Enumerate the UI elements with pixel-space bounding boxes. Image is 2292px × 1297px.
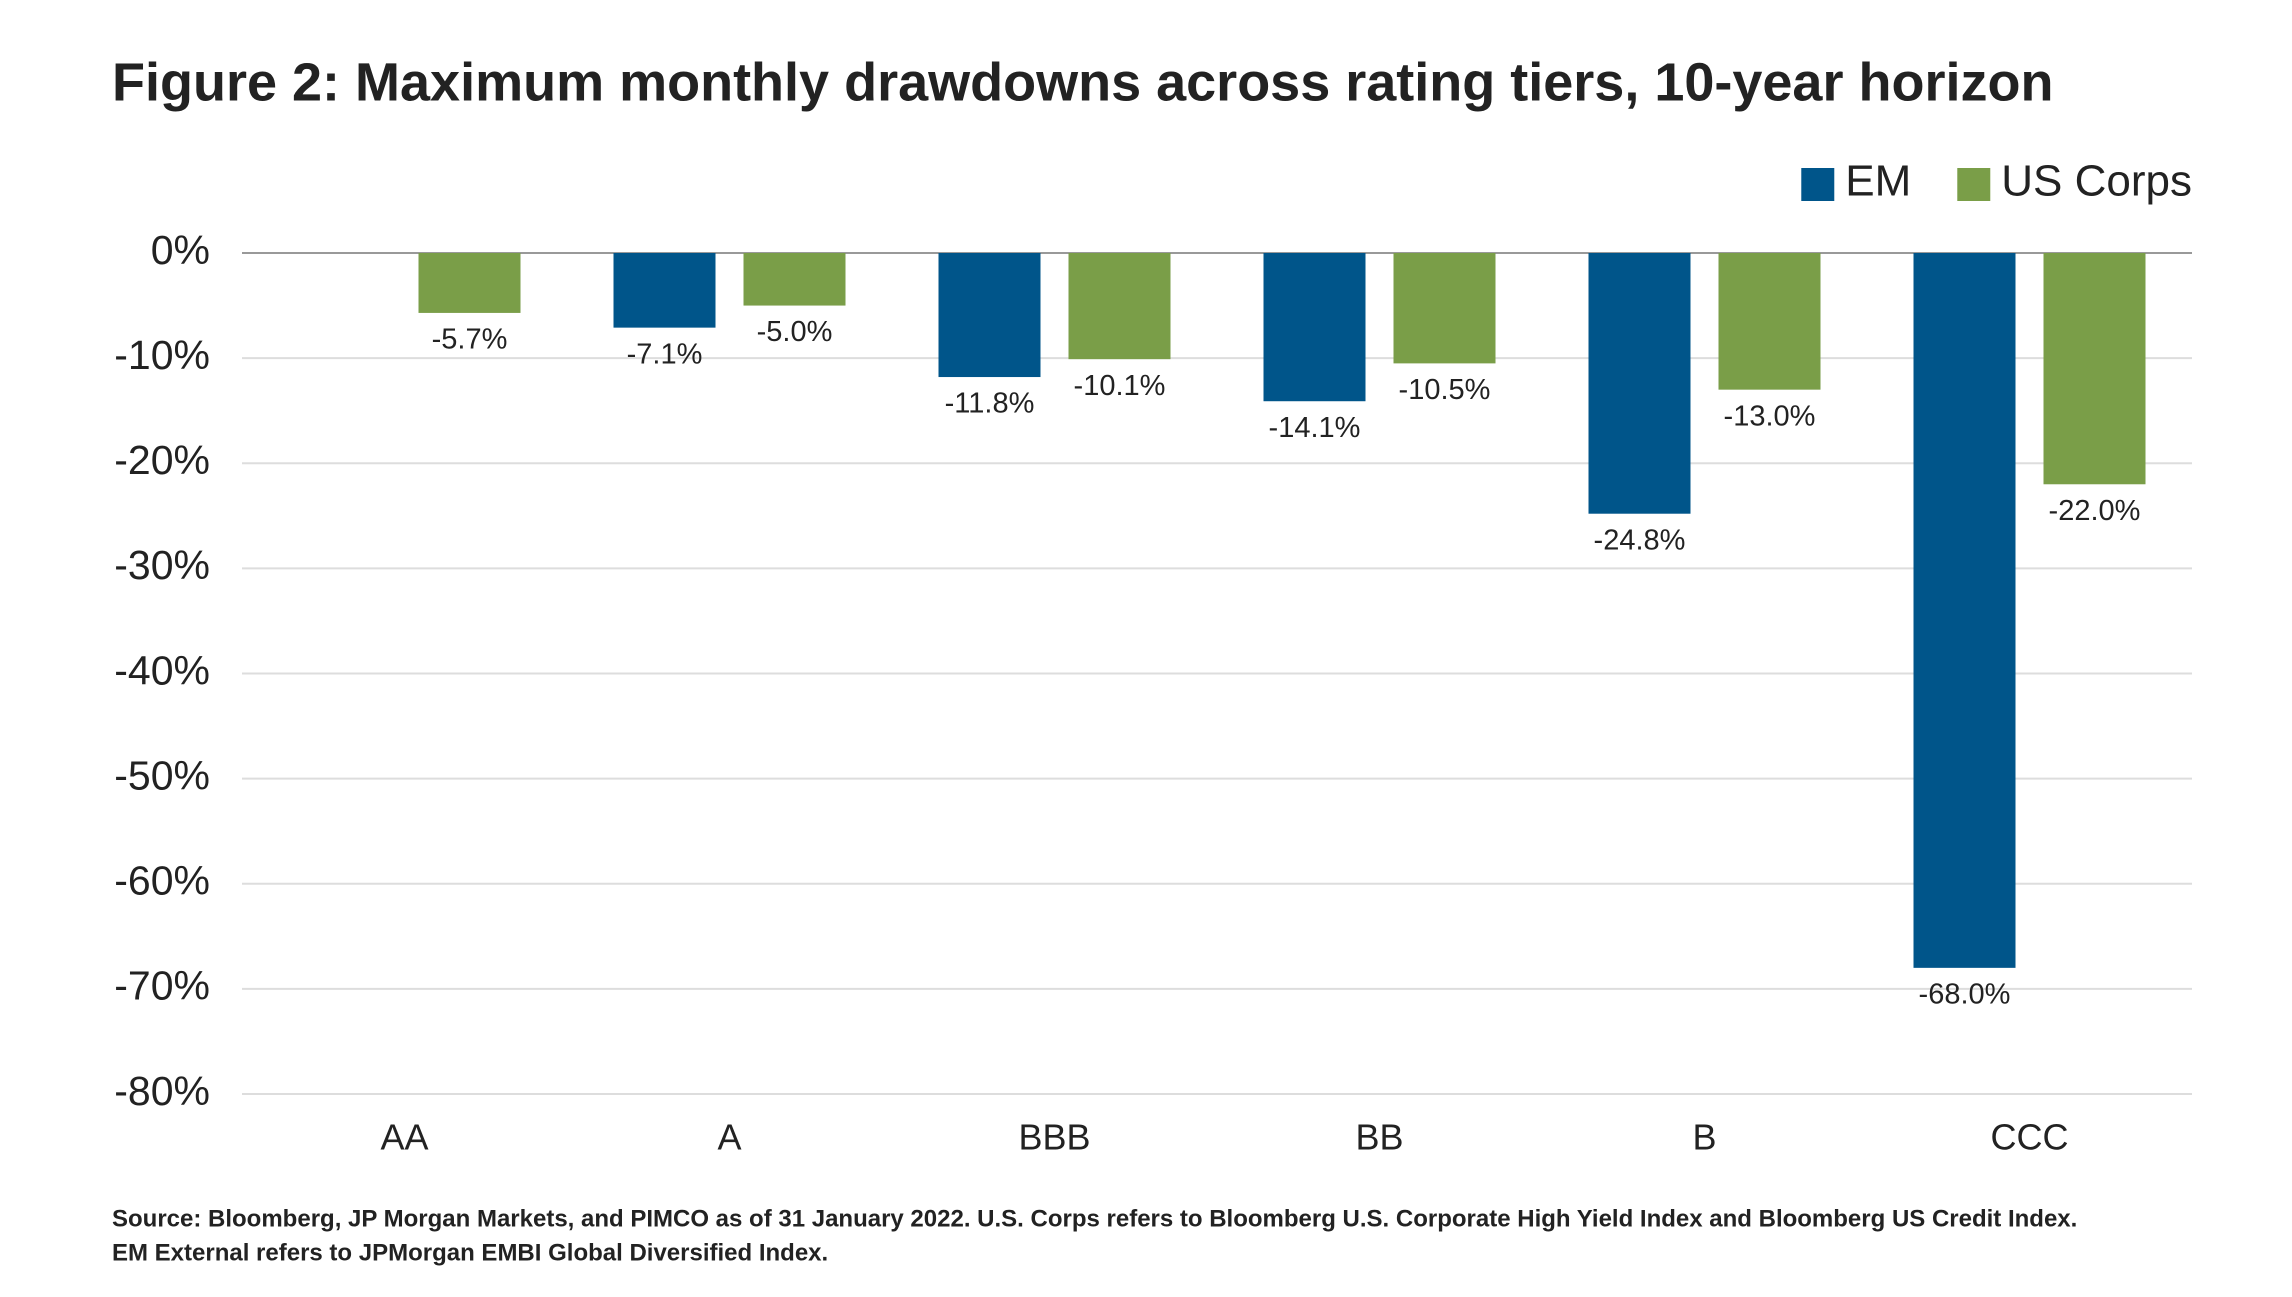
y-tick-label: -20% xyxy=(114,437,210,483)
data-label: -7.1% xyxy=(627,338,703,370)
legend-label: US Corps xyxy=(2001,157,2192,206)
data-label: -5.0% xyxy=(757,316,833,348)
x-tick-label: BBB xyxy=(1018,1117,1090,1158)
legend-swatch xyxy=(1957,168,1991,201)
data-label: -13.0% xyxy=(1724,400,1816,432)
footnote: Source: Bloomberg, JP Morgan Markets, an… xyxy=(112,1205,2077,1232)
bar xyxy=(1393,253,1496,364)
y-tick-label: -60% xyxy=(114,858,210,904)
chart-title: Figure 2: Maximum monthly drawdowns acro… xyxy=(112,52,2053,112)
data-label: -68.0% xyxy=(1919,979,2011,1011)
bar xyxy=(1718,253,1821,390)
data-label: -24.8% xyxy=(1594,524,1686,556)
x-tick-label: BB xyxy=(1355,1117,1403,1158)
bar xyxy=(1263,253,1366,402)
y-tick-label: -50% xyxy=(114,752,210,798)
data-label: -5.7% xyxy=(432,324,508,356)
y-tick-label: -10% xyxy=(114,332,210,378)
legend-label: EM xyxy=(1845,157,1911,206)
data-label: -14.1% xyxy=(1269,412,1361,444)
bar xyxy=(2043,253,2146,485)
y-tick-label: -40% xyxy=(114,647,210,693)
data-label: -10.5% xyxy=(1399,374,1491,406)
bar xyxy=(418,253,521,313)
x-tick-label: AA xyxy=(380,1117,428,1158)
x-tick-label: CCC xyxy=(1991,1117,2069,1158)
legend-swatch xyxy=(1801,168,1835,201)
data-label: -11.8% xyxy=(945,388,1035,420)
x-tick-label: A xyxy=(717,1117,741,1158)
data-label: -10.1% xyxy=(1074,370,1166,402)
y-tick-label: 0% xyxy=(151,227,210,273)
footnote: EM External refers to JPMorgan EMBI Glob… xyxy=(112,1239,828,1266)
bar xyxy=(613,253,716,328)
data-label: -22.0% xyxy=(2049,495,2141,527)
y-tick-label: -30% xyxy=(114,542,210,588)
bar xyxy=(1588,253,1691,514)
bar xyxy=(743,253,846,306)
bar xyxy=(938,253,1041,378)
bar xyxy=(1913,253,2016,968)
bar xyxy=(1068,253,1171,360)
x-tick-label: B xyxy=(1692,1117,1716,1158)
y-tick-label: -80% xyxy=(114,1068,210,1114)
y-tick-label: -70% xyxy=(114,963,210,1009)
